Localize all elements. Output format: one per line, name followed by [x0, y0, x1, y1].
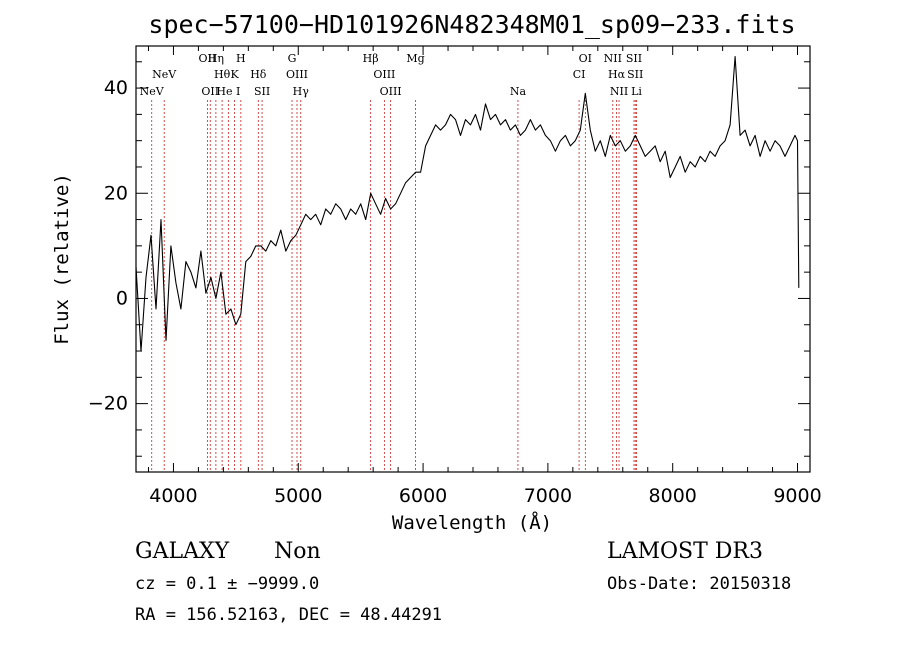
y-axis: −20 0 20 40	[88, 61, 810, 457]
y-tick-label: 0	[116, 287, 128, 309]
spectral-line-label: NII	[610, 85, 628, 98]
spectral-line-label: CI	[573, 68, 586, 81]
spectral-line-label: NeV	[152, 68, 177, 81]
survey-label: LAMOST DR3	[607, 539, 763, 564]
x-tick-label: 6000	[399, 485, 447, 507]
spectral-line-label: Hθ	[214, 68, 231, 81]
spectral-line-label: SII	[627, 68, 643, 81]
object-subclass: Non	[274, 539, 321, 564]
spectrum-line	[135, 55, 800, 352]
spectral-line-label: Hδ	[250, 68, 267, 81]
spectral-line-label: Hη	[208, 52, 224, 65]
chart-title: spec−57100−HD101926N482348M01_sp09−233.f…	[148, 10, 795, 39]
spectral-line-label: NII	[604, 52, 622, 65]
x-tick-label: 8000	[649, 485, 697, 507]
spectral-line-label: OIII	[286, 68, 308, 81]
y-axis-label: Flux (relative)	[51, 173, 73, 345]
y-tick-label: −20	[88, 393, 128, 415]
spectral-line-label: H	[236, 52, 246, 65]
spectral-line-label: OIII	[373, 68, 395, 81]
x-tick-label: 4000	[149, 485, 197, 507]
spectral-line-label: K	[230, 68, 239, 81]
redshift-text: cz = 0.1 ± −9999.0	[135, 574, 319, 594]
spectral-line-label: G	[288, 52, 297, 65]
x-tick-label: 7000	[524, 485, 572, 507]
spectral-line-label: He I	[216, 85, 240, 98]
x-axis-label: Wavelength (Å)	[392, 511, 552, 534]
spectrum-series	[135, 55, 800, 352]
x-tick-label: 5000	[274, 485, 322, 507]
spectral-line-label: Hα	[608, 68, 626, 81]
plot-frame	[135, 45, 811, 473]
spectral-line-label: Mg	[406, 52, 424, 65]
spectral-line-label: OII	[199, 52, 217, 65]
spectral-line-label: Hγ	[293, 85, 310, 98]
coordinates-text: RA = 156.52163, DEC = 48.44291	[135, 605, 442, 625]
spectral-line-label: OII	[201, 85, 219, 98]
spectral-line-label: OIII	[380, 85, 402, 98]
y-tick-label: 20	[104, 182, 128, 204]
spectral-line-label: Li	[631, 85, 642, 98]
spectral-line-label: Na	[510, 85, 527, 98]
y-tick-label: 40	[104, 77, 128, 99]
spectral-line-label: Hβ	[363, 52, 379, 65]
x-tick-label: 9000	[773, 485, 821, 507]
spectral-line-label: NeV	[140, 85, 165, 98]
spectral-line-label: SII	[254, 85, 270, 98]
obs-date-text: Obs-Date: 20150318	[607, 574, 791, 594]
x-axis: 4000 5000 6000 7000 8000 9000	[147, 46, 822, 507]
spectral-line-label: SII	[626, 52, 642, 65]
spectral-line-label: OI	[579, 52, 592, 65]
object-class: GALAXY	[135, 539, 230, 564]
